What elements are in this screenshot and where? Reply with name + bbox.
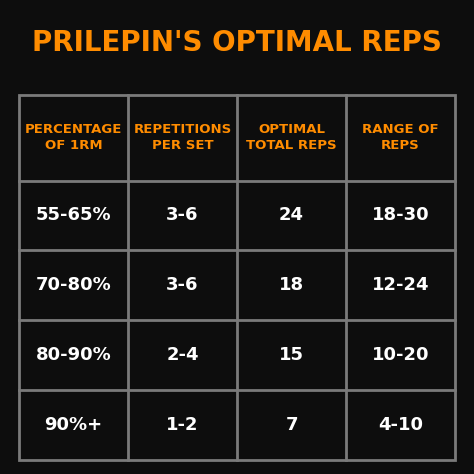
- Text: 18: 18: [279, 276, 304, 294]
- Text: 12-24: 12-24: [372, 276, 429, 294]
- Text: 10-20: 10-20: [372, 346, 429, 364]
- Text: 70-80%: 70-80%: [36, 276, 111, 294]
- Text: 15: 15: [279, 346, 304, 364]
- Text: 90%+: 90%+: [45, 416, 102, 434]
- Text: 3-6: 3-6: [166, 207, 199, 225]
- Text: REPETITIONS
PER SET: REPETITIONS PER SET: [133, 123, 232, 152]
- Text: 4-10: 4-10: [378, 416, 423, 434]
- Text: OPTIMAL
TOTAL REPS: OPTIMAL TOTAL REPS: [246, 123, 337, 152]
- Text: 1-2: 1-2: [166, 416, 199, 434]
- Text: RANGE OF
REPS: RANGE OF REPS: [362, 123, 439, 152]
- Text: PRILEPIN'S OPTIMAL REPS: PRILEPIN'S OPTIMAL REPS: [32, 28, 442, 57]
- Text: 24: 24: [279, 207, 304, 225]
- Text: 3-6: 3-6: [166, 276, 199, 294]
- Text: 7: 7: [285, 416, 298, 434]
- Text: 2-4: 2-4: [166, 346, 199, 364]
- Text: PERCENTAGE
OF 1RM: PERCENTAGE OF 1RM: [25, 123, 122, 152]
- Text: 18-30: 18-30: [372, 207, 429, 225]
- Text: 80-90%: 80-90%: [36, 346, 111, 364]
- Text: 55-65%: 55-65%: [36, 207, 111, 225]
- Bar: [19, 95, 455, 460]
